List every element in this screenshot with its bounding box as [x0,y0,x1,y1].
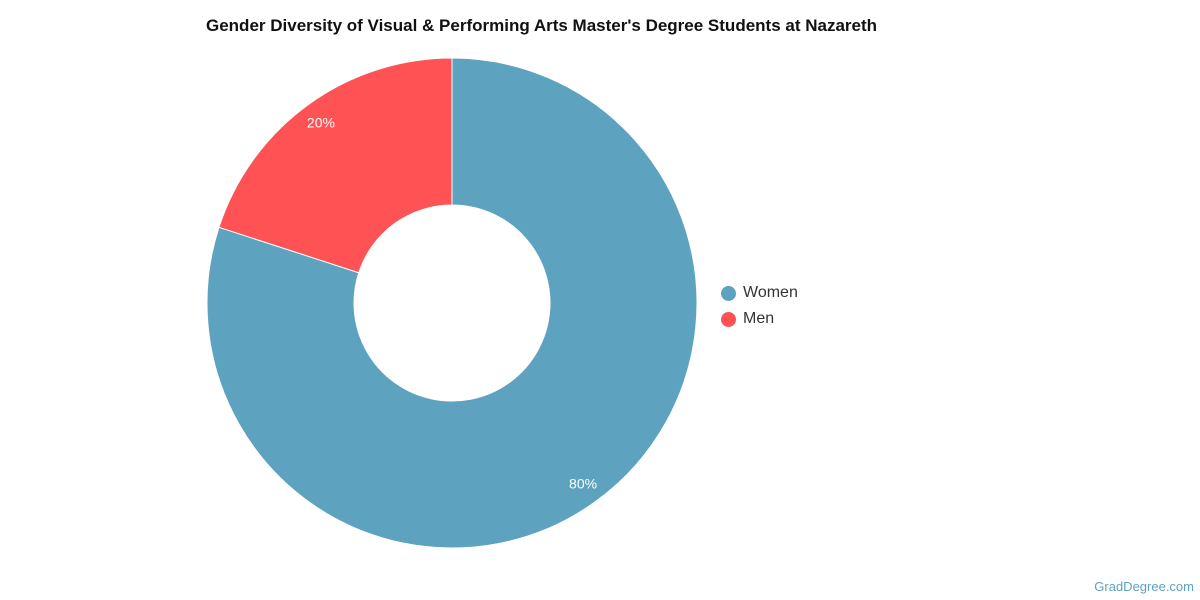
legend-label-men: Men [743,310,775,327]
legend: Women Men [721,280,798,332]
legend-item-women[interactable]: Women [721,280,798,306]
slice-women[interactable] [206,57,698,549]
data-label-men: 20% [307,115,335,131]
legend-swatch-women [721,285,736,301]
legend-swatch-men [721,311,736,327]
watermark[interactable]: GradDegree.com [1094,579,1194,594]
chart-title: Gender Diversity of Visual & Performing … [206,16,878,35]
legend-item-men[interactable]: Men [721,306,798,332]
legend-label-women: Women [743,284,798,301]
slice-men[interactable] [218,57,453,274]
data-label-women: 80% [569,475,597,491]
